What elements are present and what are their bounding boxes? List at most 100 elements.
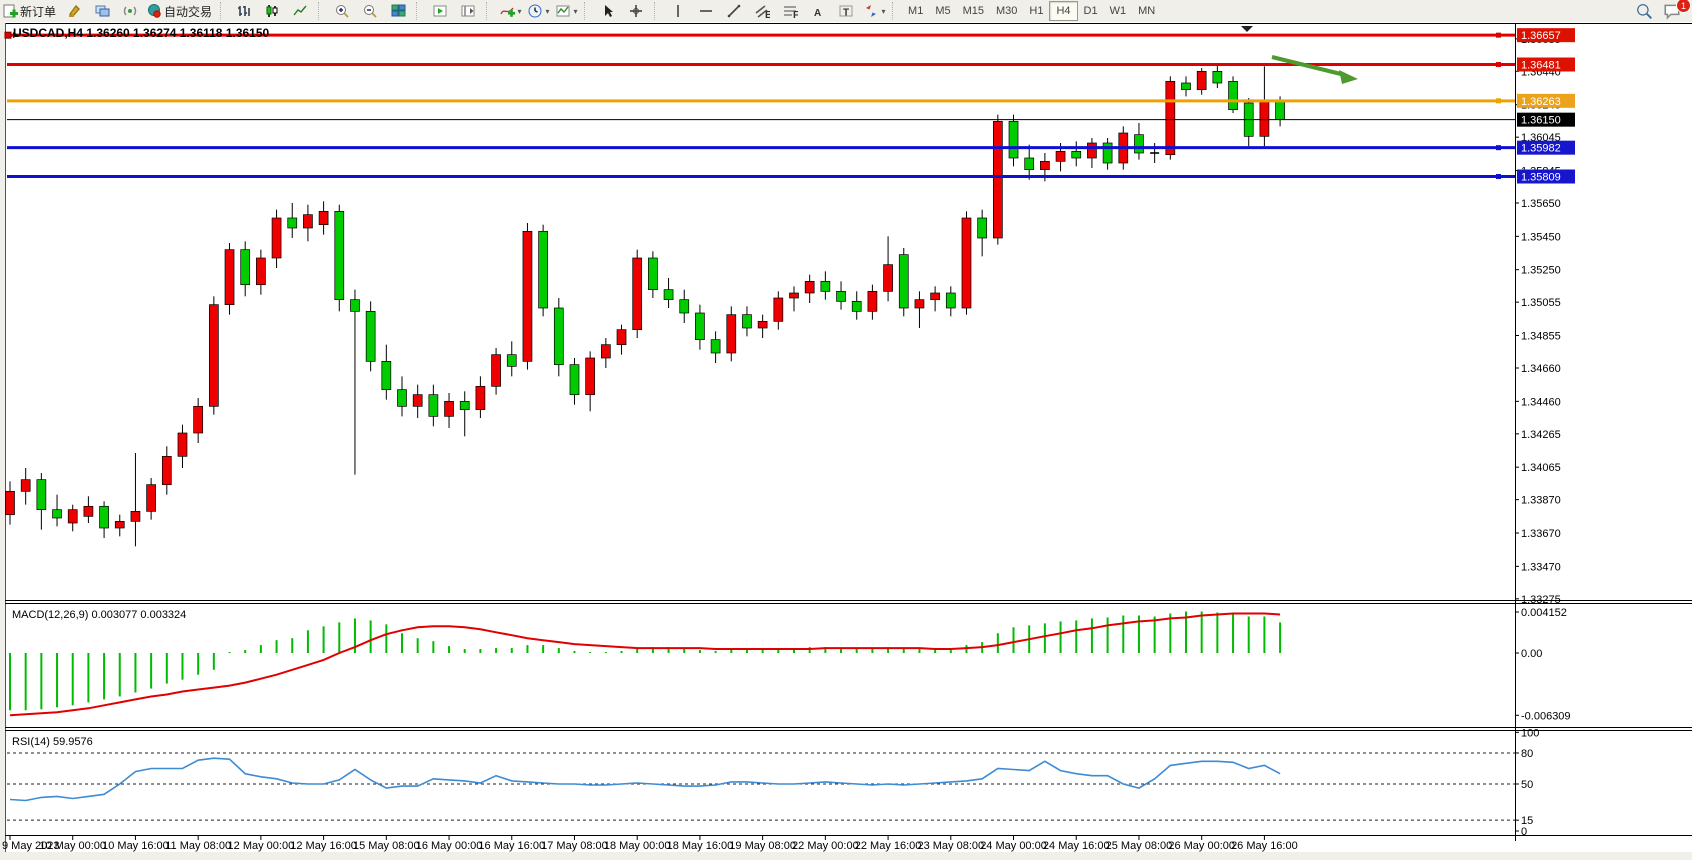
timeframe-h1-button[interactable]: H1 (1029, 5, 1044, 17)
timeframe-m1-button[interactable]: M1 (908, 5, 924, 17)
text-icon: A (814, 8, 821, 19)
arrows-icon (865, 5, 876, 17)
equidistant-channel-button[interactable]: E (748, 1, 776, 21)
candle-chart-button[interactable] (258, 1, 286, 21)
svg-text:F: F (793, 10, 798, 19)
indicators-icon (499, 7, 515, 17)
hline-handle[interactable] (1496, 62, 1501, 67)
bear-candle (553, 307, 564, 366)
auto-scroll-button[interactable] (426, 1, 454, 21)
bull-candle (177, 432, 188, 457)
toolbar-separator (584, 2, 591, 20)
chart-area[interactable]: USDCAD,H4 1.36260 1.36274 1.36118 1.3615… (0, 22, 1692, 860)
bear-candle (365, 310, 376, 362)
trend-arrow-head[interactable] (1339, 70, 1358, 84)
cursor-button[interactable] (594, 1, 622, 21)
timeframe-d1-button[interactable]: D1 (1083, 5, 1098, 17)
bull-candle (271, 217, 282, 259)
cursor-icon (605, 5, 614, 17)
date-tick-label: 24 May 16:00 (1043, 840, 1110, 852)
hline-left-handle[interactable] (4, 31, 12, 39)
timeframe-m5-button[interactable]: M5 (935, 5, 951, 17)
hline-handle[interactable] (1496, 32, 1501, 38)
bull-candle (161, 455, 172, 486)
chart-background (0, 22, 1692, 860)
price-badge-value: 1.36657 (1521, 30, 1561, 42)
bull-candle (600, 344, 611, 359)
hline-arrow-marker (13, 32, 19, 39)
date-tick-label: 16 May 16:00 (478, 840, 545, 852)
hline-handle[interactable] (1496, 174, 1501, 179)
arrows-button[interactable]: ▾ (860, 1, 888, 21)
bear-candle (836, 290, 846, 302)
line-chart-button[interactable] (286, 1, 314, 21)
templates-button[interactable]: ▾ (552, 1, 580, 21)
trendline-button[interactable] (720, 1, 748, 21)
chart-shift-marker-icon[interactable] (1241, 26, 1253, 32)
signal-button[interactable] (116, 1, 144, 21)
bear-candle (1228, 80, 1238, 111)
bull-candle (867, 290, 878, 312)
macd-label: MACD(12,26,9) 0.003077 0.003324 (12, 609, 186, 621)
price-tick-label: 1.33275 (1521, 594, 1561, 606)
rsi-tick-label: 80 (1521, 748, 1533, 760)
zoom-in-button[interactable] (328, 1, 356, 21)
timeframe-mn-button[interactable]: MN (1138, 5, 1156, 17)
tile-windows-button[interactable] (384, 1, 412, 21)
bear-candle (1008, 120, 1019, 159)
horizontal-line-button[interactable] (692, 1, 720, 21)
bear-candle (52, 509, 62, 519)
styler-button[interactable] (60, 1, 88, 21)
bull-candle (303, 214, 313, 229)
hline-handle[interactable] (1496, 98, 1501, 104)
hline-handle[interactable] (1496, 145, 1501, 151)
bear-candle (1134, 134, 1144, 154)
terminal-button[interactable] (88, 1, 116, 21)
vertical-line-icon (677, 5, 679, 17)
text-label-icon: T (839, 5, 853, 19)
candlesticks (5, 64, 1285, 547)
bull-candle (757, 320, 768, 329)
vertical-line-button[interactable] (664, 1, 692, 21)
notifications-button[interactable]: 1 (1658, 0, 1691, 21)
price-tick-label: 1.34855 (1521, 331, 1561, 343)
trend-arrow[interactable] (1271, 55, 1346, 77)
toolbar-separator (892, 2, 899, 20)
autotrading-button[interactable]: 自动交易 (144, 1, 216, 21)
bear-candle (350, 299, 360, 312)
trendline-icon (727, 4, 741, 18)
text-label-button[interactable]: T (832, 1, 860, 21)
periods-button[interactable]: ▾ (524, 1, 552, 21)
crosshair-button[interactable] (622, 1, 650, 21)
fibonacci-button[interactable]: F (776, 1, 804, 21)
zoom-out-button[interactable] (356, 1, 384, 21)
search-button[interactable] (1630, 1, 1658, 21)
text-button[interactable]: A (804, 1, 832, 21)
bear-candle (397, 389, 407, 407)
date-tick-label: 18 May 16:00 (667, 840, 734, 852)
new-order-button[interactable]: 新订单 (0, 1, 60, 21)
bar-chart-button[interactable] (230, 1, 258, 21)
bull-candle (224, 249, 235, 306)
toolbar-separator (486, 2, 493, 20)
timeframe-h4-button[interactable]: H4 (1049, 1, 1078, 21)
price-tick-label: 1.34660 (1521, 363, 1561, 375)
timeframe-w1-button[interactable]: W1 (1109, 5, 1127, 17)
macd-signal-line (9, 612, 1281, 717)
price-tick-label: 1.35450 (1521, 231, 1561, 243)
equidistant-channel-icon: E (755, 5, 770, 19)
bull-candle (130, 510, 141, 522)
date-tick-label: 23 May 08:00 (917, 840, 984, 852)
toolbar-separator (416, 2, 423, 20)
timeframe-m30-button[interactable]: M30 (996, 5, 1018, 17)
bull-candle (83, 505, 94, 517)
indicators-button[interactable]: ▾ (496, 1, 524, 21)
price-tick-label: 1.33670 (1521, 528, 1561, 540)
bear-candle (381, 360, 392, 391)
date-tick-label: 24 May 00:00 (980, 840, 1047, 852)
price-badge (1517, 112, 1575, 127)
timeframe-m15-button[interactable]: M15 (962, 5, 984, 17)
bull-candle (1196, 70, 1207, 91)
chart-shift-button[interactable] (454, 1, 482, 21)
bear-candle (1275, 100, 1285, 121)
